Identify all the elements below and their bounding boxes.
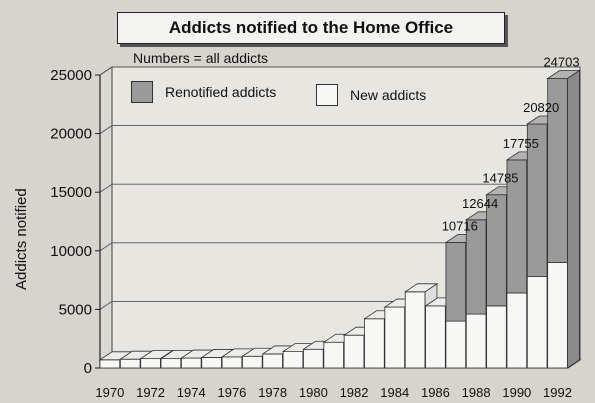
bar-new-addicts (201, 357, 222, 369)
legend-swatch-renotified (131, 81, 153, 103)
bar-new-addicts (99, 359, 121, 369)
bar-new-addicts (486, 305, 507, 369)
x-tick-label: 1988 (462, 385, 491, 400)
bar-new-addicts (404, 291, 426, 369)
bar-new-addicts (221, 356, 243, 369)
bar-new-addicts (526, 276, 548, 369)
gridline-side (99, 242, 113, 252)
total-data-label: 17755 (503, 136, 539, 151)
total-data-label: 12644 (462, 196, 498, 211)
bar-top-face (546, 70, 581, 79)
x-tick-label: 1974 (177, 385, 206, 400)
bar-new-addicts (119, 358, 141, 369)
bar-new-addicts (160, 358, 182, 369)
bar-renotified-addicts (465, 219, 487, 315)
gridline-side (99, 183, 113, 193)
legend-item-new: New addicts (316, 84, 426, 106)
total-data-label: 10716 (442, 218, 478, 233)
bar-new-addicts (384, 306, 406, 369)
bar-new-addicts (425, 305, 446, 369)
bar-new-addicts (140, 358, 161, 369)
bar-new-addicts (343, 334, 365, 369)
x-tick-label: 1972 (136, 385, 165, 400)
x-tick-label: 1982 (340, 385, 369, 400)
bar-new-addicts (242, 355, 263, 369)
legend-swatch-new (316, 84, 338, 106)
y-tick-label: 0 (84, 360, 92, 377)
plot-side-wall (99, 66, 113, 369)
x-tick-label: 1978 (258, 385, 287, 400)
bar-new-addicts (262, 353, 283, 369)
x-tick-label: 1980 (299, 385, 328, 400)
legend-label-renotified: Renotified addicts (165, 84, 277, 100)
bar-new-addicts (303, 348, 324, 369)
bar-new-addicts (445, 320, 467, 369)
bar-top-face (403, 283, 439, 293)
y-tick-label: 25000 (50, 67, 92, 84)
bar-new-addicts (364, 318, 385, 369)
x-tick-label: 1992 (543, 385, 572, 400)
y-tick-label: 20000 (50, 126, 92, 143)
bar-new-addicts (506, 292, 528, 369)
chart-subtitle: Numbers = all addicts (133, 50, 269, 66)
total-data-label: 20820 (523, 100, 559, 115)
x-tick-label: 1976 (217, 385, 246, 400)
legend-item-renotified: Renotified addicts (131, 81, 276, 103)
gridline-side (99, 66, 113, 76)
bar-new-addicts (547, 262, 568, 369)
y-tick-label: 5000 (59, 301, 92, 318)
total-data-label: 24703 (543, 54, 579, 69)
bar-side-face (566, 69, 580, 369)
y-tick-label: 15000 (50, 184, 92, 201)
legend-label-new: New addicts (350, 87, 427, 103)
bar-new-addicts (180, 357, 202, 369)
bar-new-addicts (323, 341, 344, 369)
x-tick-label: 1984 (380, 385, 409, 400)
bar-renotified-addicts (486, 194, 507, 307)
chart-title: Addicts notified to the Home Office (117, 12, 505, 44)
y-axis-label: Addicts notified (13, 188, 30, 290)
y-tick-label: 10000 (50, 243, 92, 260)
gridline-side (99, 301, 113, 310)
bar-new-addicts (465, 313, 487, 369)
total-data-label: 14785 (482, 171, 518, 186)
x-tick-label: 1990 (502, 385, 531, 400)
x-tick-label: 1986 (421, 385, 450, 400)
bar-renotified-addicts (445, 242, 467, 322)
bar-new-addicts (282, 351, 304, 369)
x-tick-label: 1970 (95, 385, 124, 400)
gridline-side (99, 125, 113, 134)
